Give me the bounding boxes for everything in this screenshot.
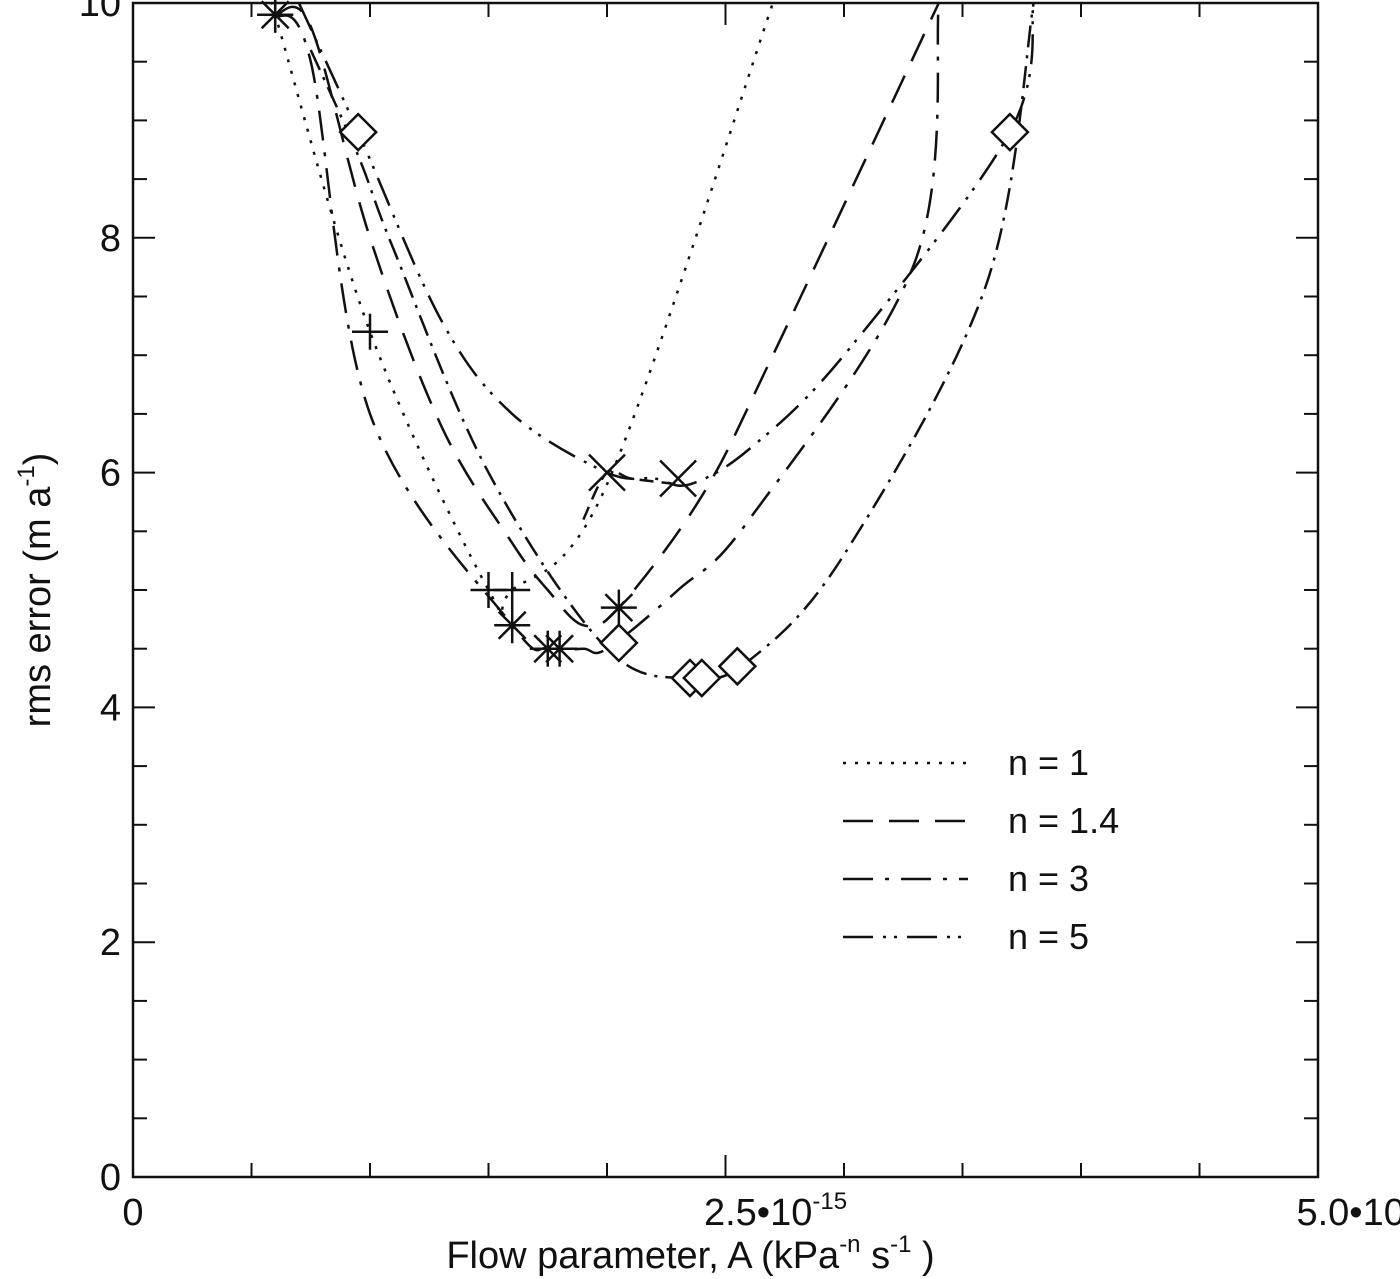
tick-labels: 0 2 4 6 8 10 0 2.5•10-15 5.0•10-15 (79, 0, 1400, 1234)
data-point-asterisk (541, 630, 578, 667)
data-point-diamond (338, 112, 378, 152)
series-line-4 (297, 3, 1035, 488)
data-point-diamond (990, 112, 1030, 152)
legend-label: n = 1 (1008, 742, 1089, 783)
data-point-plus (352, 313, 388, 350)
legend: n = 1 n = 1.4 n = 3 n = 5 (843, 742, 1119, 957)
y-tick-label: 4 (100, 687, 121, 729)
axis-ticks (133, 3, 1318, 1177)
data-point-diamond (599, 623, 639, 663)
data-point-cross (659, 459, 697, 498)
marker-layer (257, 0, 1030, 698)
legend-label: n = 5 (1008, 916, 1089, 957)
y-axis-label: rms error (m a-1) (13, 453, 59, 728)
plot-frame (131, 1, 1320, 1179)
series-line-2 (274, 3, 940, 628)
series-line-5 (309, 3, 1035, 681)
data-point-diamond (682, 658, 722, 698)
x-axis-label: Flow parameter, A (kPa-n s-1 ) (446, 1231, 934, 1277)
x-tick-label: 0 (122, 1192, 143, 1234)
data-point-plus (494, 572, 531, 608)
y-tick-label: 0 (100, 1157, 121, 1199)
series-line-6 (582, 469, 679, 521)
legend-label: n = 1.4 (1008, 800, 1119, 841)
x-tick-label: 5.0•10-15 (1296, 1188, 1400, 1234)
y-tick-label: 8 (100, 218, 121, 260)
y-tick-label: 2 (100, 922, 121, 964)
y-tick-label: 6 (100, 453, 121, 495)
data-point-diamond (717, 646, 758, 687)
series-layer (270, 3, 1035, 681)
data-point-cross (588, 453, 626, 492)
data-point-asterisk (257, 0, 294, 33)
x-tick-label: 2.5•10-15 (704, 1188, 847, 1234)
data-point-asterisk (600, 589, 637, 626)
series-line-3 (274, 3, 941, 655)
y-tick-label: 10 (79, 0, 121, 25)
data-point-asterisk (494, 607, 531, 644)
legend-label: n = 3 (1008, 858, 1089, 899)
